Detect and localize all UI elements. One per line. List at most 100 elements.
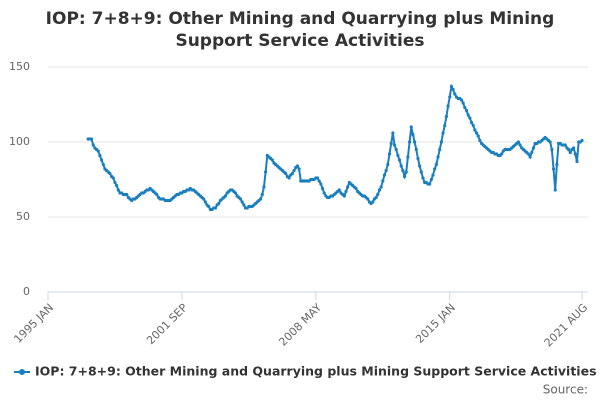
point	[113, 180, 117, 185]
point	[446, 104, 450, 108]
point	[115, 183, 119, 188]
point	[116, 188, 120, 192]
point	[322, 191, 326, 195]
point	[409, 125, 413, 129]
source: Source:	[543, 383, 588, 397]
point	[233, 191, 238, 195]
point	[448, 95, 452, 99]
point	[284, 171, 288, 176]
point	[371, 200, 375, 204]
point	[354, 186, 358, 191]
point	[418, 164, 422, 168]
point	[416, 156, 420, 161]
point	[433, 167, 437, 171]
point	[264, 170, 268, 174]
point	[551, 167, 556, 171]
point	[98, 153, 102, 158]
point	[530, 150, 534, 155]
point	[376, 192, 380, 197]
point	[461, 101, 465, 105]
point	[459, 98, 464, 102]
point	[466, 113, 470, 117]
point	[434, 162, 438, 167]
point	[111, 176, 115, 180]
point	[315, 176, 320, 180]
point	[346, 185, 350, 189]
x-tick-label: 2001 SEP	[144, 301, 190, 347]
point	[213, 206, 217, 210]
point	[287, 176, 291, 180]
point	[379, 185, 383, 189]
point	[155, 192, 159, 197]
point	[429, 177, 433, 182]
point	[469, 120, 474, 125]
point	[550, 147, 554, 152]
point	[553, 188, 557, 192]
point	[476, 134, 480, 138]
point	[471, 123, 475, 128]
point	[407, 140, 412, 144]
point	[411, 132, 415, 137]
point	[238, 197, 243, 201]
point	[518, 143, 522, 147]
point	[344, 189, 348, 194]
point	[401, 168, 405, 173]
point	[402, 174, 407, 179]
point	[580, 138, 584, 143]
point	[207, 204, 211, 209]
point	[381, 179, 385, 183]
point	[384, 168, 388, 173]
point	[387, 152, 392, 156]
point	[473, 128, 477, 132]
point	[478, 138, 482, 143]
point	[240, 200, 244, 204]
point	[217, 201, 221, 206]
x-tick-label: 2021 AUG	[542, 301, 591, 350]
point	[444, 114, 449, 119]
point	[572, 146, 576, 150]
point	[223, 194, 228, 198]
point	[297, 167, 301, 171]
point	[500, 152, 504, 156]
point	[389, 141, 393, 146]
point	[397, 158, 402, 162]
point	[203, 200, 207, 204]
point	[377, 188, 382, 192]
x-tick-label: 2015 JAN	[413, 301, 458, 346]
y-tick-label: 150	[9, 60, 30, 73]
point	[568, 150, 572, 155]
legend-marker	[19, 369, 25, 375]
point	[567, 147, 571, 152]
point	[439, 140, 443, 144]
point	[451, 87, 455, 92]
point	[91, 143, 95, 147]
point	[575, 159, 579, 164]
point	[392, 143, 397, 147]
point	[421, 176, 425, 180]
y-tick-label: 50	[16, 210, 30, 223]
point	[468, 116, 472, 120]
chart-title: IOP: 7+8+9: Other Mining and Quarrying p…	[45, 9, 555, 51]
point	[404, 170, 408, 174]
point	[463, 105, 467, 110]
point	[295, 164, 300, 168]
point	[386, 162, 390, 167]
x-tick-label: 1995 JAN	[11, 301, 56, 346]
point	[474, 131, 479, 135]
point	[290, 171, 295, 176]
point	[438, 147, 442, 152]
point	[337, 188, 341, 192]
point	[108, 171, 112, 176]
point	[292, 168, 296, 173]
point	[453, 92, 457, 96]
point	[516, 140, 520, 144]
point	[573, 152, 577, 156]
point	[242, 203, 246, 207]
point	[202, 197, 206, 201]
y-tick-label: 100	[9, 135, 30, 148]
point	[449, 84, 454, 89]
point	[374, 195, 378, 200]
point	[526, 152, 531, 156]
point	[320, 186, 325, 191]
